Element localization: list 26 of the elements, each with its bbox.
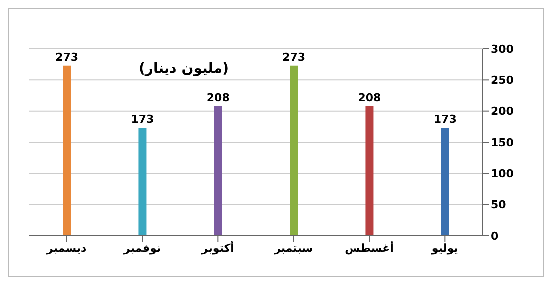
annotation: (مليون دينار)	[139, 61, 229, 77]
x-tick-label: أغسطس	[345, 240, 394, 255]
y-tick-label: 150	[491, 136, 514, 150]
data-label: 173	[131, 113, 154, 126]
x-tick-label: أكتوبر	[200, 240, 234, 255]
bar	[366, 106, 374, 236]
y-tick-label: 0	[491, 230, 499, 243]
data-label: 173	[434, 113, 457, 126]
data-label: 273	[282, 50, 306, 64]
x-tick-label: سبتمبر	[274, 242, 314, 255]
bar	[441, 128, 450, 236]
y-tick-label: 100	[491, 168, 514, 181]
y-tick-label: 300	[491, 42, 514, 56]
bar	[214, 106, 222, 236]
x-tick-label: يوليو	[430, 242, 458, 255]
x-tick-label: نوفمبر	[123, 242, 161, 255]
bar	[63, 66, 72, 236]
bar	[138, 128, 147, 236]
y-tick-label: 50	[491, 198, 507, 212]
x-tick-label: ديسمبر	[46, 242, 88, 255]
data-label: 208	[358, 91, 382, 104]
data-label: 273	[56, 50, 79, 64]
data-label: 208	[206, 91, 230, 104]
bar	[290, 66, 298, 236]
y-tick-label: 200	[491, 105, 514, 118]
y-tick-label: 250	[491, 74, 514, 88]
